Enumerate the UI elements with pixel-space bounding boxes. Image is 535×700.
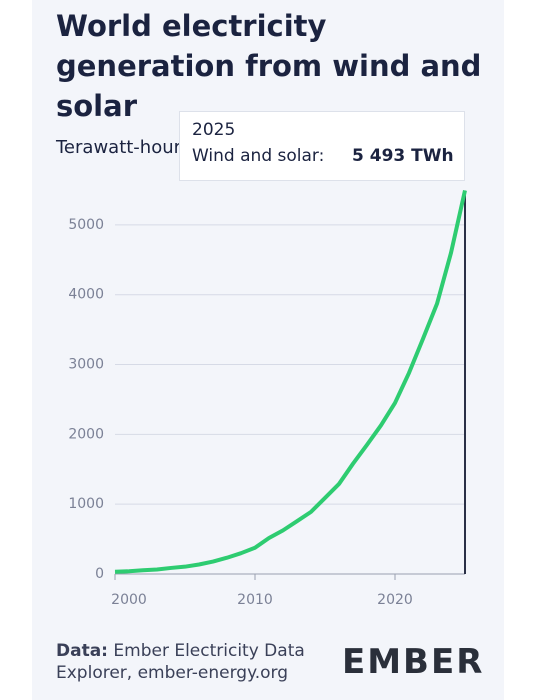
line	[114, 190, 467, 574]
logo: EMBER	[342, 642, 485, 682]
tooltip-label: Wind and solar:	[192, 146, 325, 166]
chart-subtitle: Terawatt-hours	[56, 137, 191, 158]
x-tick-label: 2010	[237, 592, 273, 608]
source-label: Data:	[56, 641, 108, 661]
x-tick-label: 2000	[111, 592, 147, 608]
y-tick-label: 0	[95, 566, 104, 582]
y-tick-label: 1000	[68, 496, 104, 512]
tooltip-value: 5 493 TWh	[352, 146, 454, 166]
y-tick-label: 4000	[68, 287, 104, 303]
tooltip-title: 2025	[192, 120, 236, 140]
x-tick-label: 2020	[377, 592, 413, 608]
tooltip: 2025 Wind and solar: 5 493 TWh	[179, 111, 465, 181]
source: Ember Electricity Data Explorer, ember-e…	[56, 641, 305, 683]
footer: Data: Ember Electricity Data Explorer, e…	[56, 640, 336, 684]
chart-title: World electricity generation from wind a…	[56, 9, 482, 123]
y-tick-label: 5000	[68, 217, 104, 233]
y-tick-label: 3000	[68, 357, 104, 373]
y-tick-label: 2000	[68, 426, 104, 442]
